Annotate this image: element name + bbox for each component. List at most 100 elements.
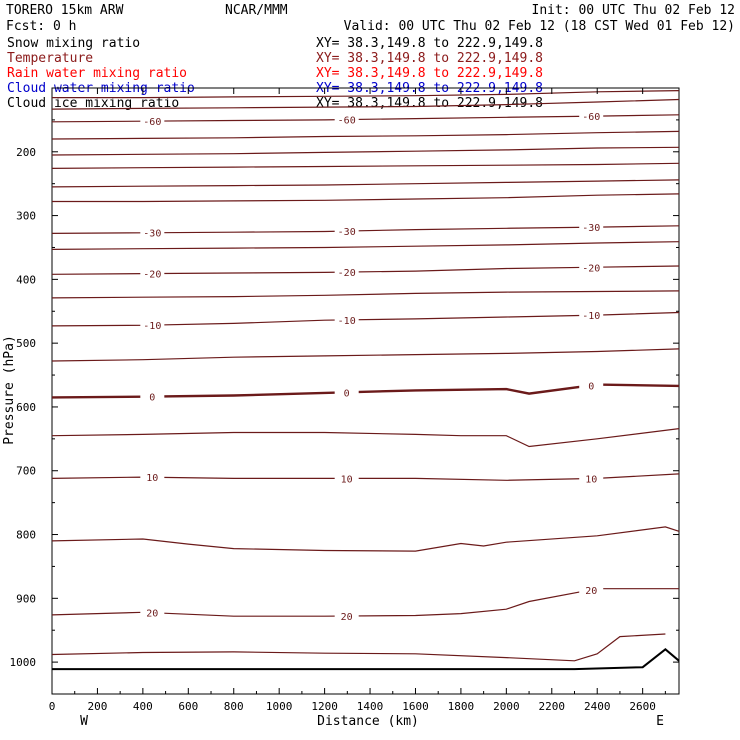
contour-label-12-2: -10 (582, 311, 600, 322)
temperature-contour-0 (52, 90, 680, 99)
temperature-contour-18 (51, 588, 679, 617)
east-label: E (656, 714, 664, 729)
contour-label-8-1: -30 (338, 227, 356, 238)
contour-label-bg (579, 309, 604, 321)
contour-label-bg (140, 606, 165, 618)
contour-label-bg (334, 386, 359, 398)
contour-label-bg (334, 472, 359, 484)
contour-label-bg (579, 261, 604, 273)
contour-label-8-0: -30 (143, 229, 161, 240)
y-tick-label: 700 (16, 465, 36, 478)
x-tick-label: 0 (49, 700, 56, 713)
legend-xy-4: XY= 38.3,149.8 to 222.9,149.8 (316, 96, 543, 111)
forecast-hour: Fcst: 0 h (6, 19, 76, 34)
valid-time: Valid: 00 UTC Thu 02 Feb 12 (18 CST Wed … (344, 19, 735, 34)
contour-label-8-2: -30 (582, 223, 600, 234)
y-tick-label: 500 (16, 337, 36, 350)
contour-label-bg (579, 221, 604, 233)
contour-label-10-1: -20 (338, 268, 356, 279)
contour-label-2-0: -60 (143, 117, 161, 128)
contour-label-bg (334, 313, 359, 325)
contour-label-bg (140, 390, 165, 402)
temperature-contour-15 (51, 428, 680, 448)
y-tick-label: 900 (16, 592, 36, 605)
y-axis-label: Pressure (hPa) (2, 335, 17, 445)
contour-label-12-1: -10 (338, 316, 356, 327)
contour-label-16-2: 10 (585, 475, 597, 486)
contour-label-bg (140, 226, 165, 238)
temperature-contour-7 (52, 193, 680, 203)
contour-label-14-1: 0 (344, 388, 350, 399)
temperature-contour-1 (51, 98, 680, 110)
legend-field-0: Snow mixing ratio (7, 36, 140, 51)
model-title: TORERO 15km ARW (6, 3, 124, 18)
terrain-line (52, 648, 680, 671)
center-label: NCAR/MMM (225, 3, 288, 18)
terrain (52, 648, 680, 671)
contour-label-bg (140, 319, 165, 331)
plot-frame (51, 87, 680, 695)
legend-xy-2: XY= 38.3,149.8 to 222.9,149.8 (316, 66, 543, 81)
contour-label-bg (579, 583, 604, 595)
x-tick-label: 1400 (357, 700, 384, 713)
y-tick-label: 600 (16, 401, 36, 414)
contour-label-2-1: -60 (338, 116, 356, 127)
temperature-contour-9 (51, 241, 680, 250)
x-tick-label: 2200 (539, 700, 566, 713)
temperature-contour-3 (51, 130, 680, 140)
contour-label-bg (334, 113, 359, 125)
temperature-contour-4 (51, 146, 680, 156)
temperature-contour-17 (51, 526, 680, 552)
x-tick-label: 1200 (311, 700, 338, 713)
temperature-contours: -60 -60 -60 -30 -30 -30 -20 -20 -20 -10 -10 -10 0 0 0 1… (51, 90, 680, 662)
legend-xy-1: XY= 38.3,149.8 to 222.9,149.8 (316, 51, 543, 66)
x-tick-label: 2600 (629, 700, 656, 713)
legend-field-4: Cloud ice mixing ratio (7, 96, 179, 111)
contour-label-bg (140, 471, 165, 483)
contour-label-bg (334, 266, 359, 278)
legend-field-1: Temperature (7, 51, 93, 66)
temperature-contour-13 (51, 348, 680, 362)
y-tick-label: 300 (16, 210, 36, 223)
init-time: Init: 00 UTC Thu 02 Feb 12 (532, 3, 736, 18)
y-tick-label: 800 (16, 529, 36, 542)
contour-label-16-1: 10 (341, 474, 353, 485)
temperature-contour-5 (51, 162, 680, 169)
temperature-contour-11 (51, 290, 680, 299)
x-tick-label: 800 (224, 700, 244, 713)
legend-xy-0: XY= 38.3,149.8 to 222.9,149.8 (316, 36, 543, 51)
contour-label-bg (579, 379, 604, 391)
x-axis: 0 200 400 600 800 1000 1200 1400 1600 1800 2000 220… (49, 88, 666, 713)
x-tick-label: 2000 (493, 700, 520, 713)
contour-label-bg (334, 610, 359, 622)
contour-label-bg (140, 267, 165, 279)
x-tick-label: 1600 (402, 700, 429, 713)
legend-field-2: Rain water mixing ratio (7, 66, 187, 81)
contour-label-10-0: -20 (143, 270, 161, 281)
contour-label-12-0: -10 (143, 321, 161, 332)
y-tick-label: 1000 (10, 656, 37, 669)
contour-label-18-1: 20 (341, 612, 353, 623)
contour-label-2-2: -60 (582, 112, 600, 123)
x-tick-label: 1000 (266, 700, 293, 713)
x-tick-label: 200 (87, 700, 107, 713)
x-tick-label: 400 (133, 700, 153, 713)
x-tick-label: 2400 (584, 700, 611, 713)
contour-label-bg (334, 225, 359, 237)
x-tick-label: 600 (178, 700, 198, 713)
x-axis-label: Distance (km) (317, 714, 419, 729)
contour-label-bg (579, 110, 604, 122)
temperature-contour-19 (51, 633, 666, 662)
field-legend: Snow mixing ratio XY= 38.3,149.8 to 222.9… (7, 36, 543, 111)
contour-label-bg (140, 115, 165, 127)
west-label: W (80, 714, 88, 729)
contour-label-14-0: 0 (149, 393, 155, 404)
y-tick-label: 400 (16, 273, 36, 286)
contour-label-18-0: 20 (146, 609, 158, 620)
plot-area: -60 -60 -60 -30 -30 -30 -20 -20 -20 -10 -10 -10 0 0 0 1… (10, 87, 680, 713)
contour-label-bg (579, 472, 604, 484)
header: TORERO 15km ARW NCAR/MMM Init: 00 UTC Th… (6, 3, 735, 34)
contour-label-16-0: 10 (146, 473, 158, 484)
